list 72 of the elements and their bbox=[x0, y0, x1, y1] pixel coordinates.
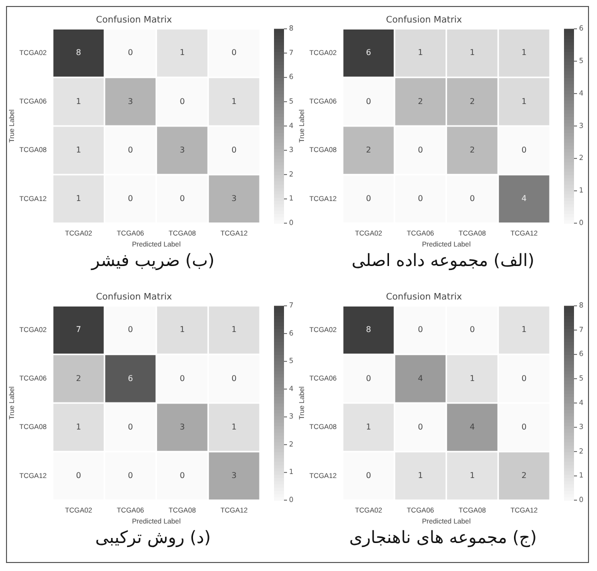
data-label: 1 bbox=[232, 422, 237, 431]
data-label: 0 bbox=[418, 145, 423, 154]
data-label: 0 bbox=[128, 422, 133, 431]
chart-title: Confusion Matrix bbox=[386, 292, 463, 302]
data-label: 1 bbox=[366, 422, 372, 431]
data-label: 0 bbox=[366, 96, 372, 106]
data-label: 4 bbox=[418, 373, 423, 382]
text: (ج) مجموعه های ناهنجاری bbox=[348, 528, 538, 548]
data-label: 2 bbox=[470, 145, 475, 154]
data-label: 0 bbox=[232, 373, 237, 382]
data-label: 0 bbox=[128, 145, 133, 154]
data-label: 1 bbox=[76, 96, 82, 106]
data-label: 3 bbox=[232, 194, 237, 203]
data-label: 4 bbox=[470, 422, 475, 431]
data-label: 1 bbox=[76, 194, 82, 203]
data-label: 0 bbox=[418, 324, 423, 334]
chart-title: Confusion Matrix bbox=[96, 292, 173, 302]
text: (الف) مجموعه داده اصلی bbox=[350, 251, 536, 271]
data-label: 1 bbox=[76, 422, 82, 431]
data-label: 0 bbox=[470, 194, 475, 203]
data-label: 0 bbox=[180, 470, 185, 480]
data-label: 0 bbox=[128, 194, 133, 203]
data-label: 0 bbox=[128, 324, 133, 334]
data-label: 0 bbox=[128, 470, 133, 480]
data-label: 2 bbox=[522, 470, 527, 480]
data-label: 3 bbox=[128, 96, 133, 106]
data-label: 1 bbox=[470, 373, 475, 382]
data-label: 6 bbox=[128, 373, 133, 382]
data-label: 1 bbox=[232, 324, 237, 334]
data-label: 3 bbox=[180, 422, 185, 431]
data-label: 0 bbox=[366, 373, 372, 382]
data-label: 3 bbox=[232, 470, 237, 480]
data-label: 0 bbox=[180, 373, 185, 382]
data-label: 0 bbox=[76, 470, 82, 480]
data-label: 1 bbox=[180, 324, 185, 334]
data-label: 0 bbox=[418, 194, 423, 203]
data-label: 1 bbox=[76, 145, 82, 154]
data-label: 4 bbox=[522, 194, 527, 203]
data-label: 0 bbox=[180, 96, 185, 106]
data-label: 1 bbox=[522, 324, 527, 334]
data-label: 0 bbox=[180, 194, 185, 203]
data-label: 1 bbox=[180, 48, 185, 58]
data-label: 0 bbox=[128, 48, 133, 58]
data-label: 0 bbox=[366, 194, 372, 203]
chart-title: Confusion Matrix bbox=[96, 16, 173, 26]
data-label: 1 bbox=[232, 96, 237, 106]
data-label: 1 bbox=[418, 470, 423, 480]
chart-title: Confusion Matrix bbox=[386, 16, 463, 26]
data-label: 2 bbox=[418, 96, 423, 106]
data-label: 2 bbox=[470, 96, 475, 106]
data-label: 1 bbox=[522, 48, 527, 58]
data-label: 1 bbox=[522, 96, 527, 106]
data-label: 7 bbox=[76, 324, 82, 334]
data-label: 2 bbox=[76, 373, 82, 382]
data-label: 0 bbox=[470, 324, 475, 334]
data-label: 1 bbox=[470, 48, 475, 58]
data-label: 0 bbox=[232, 145, 237, 154]
data-label: 0 bbox=[522, 373, 527, 382]
data-label: 1 bbox=[418, 48, 423, 58]
data-label: 1 bbox=[470, 470, 475, 480]
data-label: 8 bbox=[366, 324, 372, 334]
data-label: 0 bbox=[232, 48, 237, 58]
text: (د) روش ترکیبی bbox=[94, 528, 212, 548]
data-label: 3 bbox=[180, 145, 185, 154]
text: (ب) ضریب فیشر bbox=[90, 251, 216, 271]
data-label: 6 bbox=[366, 48, 372, 58]
data-label: 8 bbox=[76, 48, 82, 58]
data-label: 0 bbox=[366, 470, 372, 480]
data-label: 0 bbox=[522, 422, 527, 431]
data-label: 2 bbox=[366, 145, 372, 154]
data-label: 0 bbox=[522, 145, 527, 154]
data-label: 0 bbox=[418, 422, 423, 431]
